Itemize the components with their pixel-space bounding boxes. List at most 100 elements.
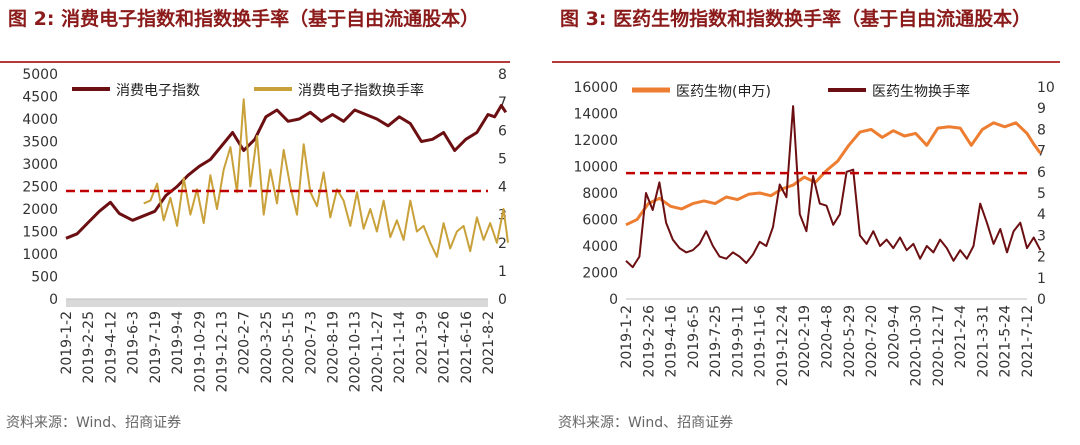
x-axis-band — [66, 299, 488, 307]
legend-label: 消费电子指数 — [116, 83, 200, 99]
y-right-tick-label: 4 — [498, 180, 507, 196]
title-rule — [552, 61, 1060, 63]
y-right-tick-label: 4 — [1037, 207, 1046, 223]
x-tick-label: 2020-5-15 — [281, 311, 297, 383]
y-right-tick-label: 0 — [498, 292, 507, 308]
x-tick-label: 2020-10-30 — [909, 305, 925, 386]
y-left-tick-label: 3500 — [22, 135, 58, 151]
x-tick-label: 2019-9-4 — [170, 311, 186, 375]
figure-title-text: 医药生物指数和指数换手率（基于自由流通股本） — [613, 8, 1032, 30]
y-right-tick-label: 9 — [1037, 101, 1046, 117]
y-right-tick-label: 7 — [498, 95, 507, 111]
figure-title-text: 消费电子指数和指数换手率（基于自由流通股本） — [61, 8, 480, 30]
dual-axis-line-chart: 5000450040003500300025002000150010005000… — [22, 67, 509, 392]
x-tick-label: 2019-12-13 — [214, 311, 230, 392]
y-left-tick-label: 2000 — [582, 266, 618, 282]
y-right-tick-label: 6 — [1037, 165, 1046, 181]
y-left-tick-label: 16000 — [573, 80, 618, 96]
x-tick-label: 2020-4-8 — [820, 305, 836, 369]
y-right-tick-label: 5 — [1037, 186, 1046, 202]
source-note: 资料来源：Wind、招商证券 — [558, 415, 734, 431]
y-right-tick-label: 10 — [1037, 80, 1055, 96]
series-line-2 — [143, 98, 509, 258]
y-left-tick-label: 1500 — [22, 225, 58, 241]
y-left-tick-label: 1000 — [22, 247, 58, 263]
legend-label: 医药生物(申万) — [676, 84, 771, 100]
x-tick-label: 2019-10-29 — [192, 311, 208, 392]
y-right-tick-label: 2 — [498, 236, 507, 252]
source-note: 资料来源：Wind、招商证券 — [6, 415, 182, 431]
x-tick-label: 2019-7-19 — [148, 311, 164, 383]
x-tick-label: 2020-3-25 — [259, 311, 275, 383]
x-tick-label: 2021-5-24 — [998, 305, 1014, 378]
x-tick-label: 2019-1-2 — [59, 311, 75, 375]
y-right-tick-label: 3 — [1037, 228, 1046, 244]
x-tick-label: 2019-6-5 — [686, 305, 702, 369]
y-left-tick-label: 5000 — [22, 67, 58, 83]
y-left-tick-label: 2500 — [22, 180, 58, 196]
x-tick-label: 2021-4-26 — [437, 311, 453, 384]
y-right-tick-label: 1 — [1037, 271, 1046, 287]
x-tick-label: 2021-7-12 — [1020, 305, 1036, 377]
x-tick-label: 2019-7-25 — [708, 305, 724, 377]
series-line-1 — [65, 104, 508, 240]
chart-panel-consumer-electronics: 图 2: 消费电子指数和指数换手率（基于自由流通股本） 5000 4500 4000… — [0, 0, 530, 445]
figure-label: 图 3: — [560, 8, 607, 30]
title-rule — [0, 61, 510, 63]
y-left-tick-label: 12000 — [573, 133, 618, 149]
figure-label: 图 2: — [8, 8, 55, 30]
x-tick-label: 2020-10-13 — [348, 311, 364, 392]
x-tick-label: 2020-9-4 — [886, 305, 902, 369]
x-tick-label: 2019-1-2 — [619, 305, 635, 369]
y-right-tick-label: 6 — [498, 123, 507, 139]
y-left-tick-label: 8000 — [582, 186, 618, 202]
x-tick-label: 2020-2-7 — [237, 311, 253, 375]
x-tick-label: 2019-11-6 — [753, 305, 769, 378]
chart-panel-pharma-biotech: 图 3: 医药生物指数和指数换手率（基于自由流通股本） 16000 14000 12… — [552, 0, 1080, 445]
x-tick-label: 2019-12-24 — [775, 305, 791, 386]
y-left-tick-label: 4000 — [22, 112, 58, 128]
y-left-tick-label: 0 — [49, 292, 58, 308]
legend-label: 医药生物换手率 — [872, 83, 970, 100]
x-tick-label: 2020-11-27 — [370, 311, 386, 392]
series-line-2 — [625, 105, 1042, 269]
x-tick-label: 2020-2-19 — [797, 305, 813, 377]
x-tick-label: 2020-12-17 — [931, 305, 947, 386]
y-left-tick-label: 500 — [31, 270, 58, 286]
legend-label: 消费电子指数换手率 — [298, 82, 424, 99]
y-right-tick-label: 8 — [498, 67, 507, 83]
x-tick-label: 2021-2-4 — [953, 305, 969, 369]
y-left-tick-label: 4000 — [582, 239, 618, 255]
y-right-tick-label: 1 — [498, 264, 507, 280]
y-right-tick-label: 8 — [1037, 122, 1046, 138]
x-tick-label: 2019-2-25 — [81, 311, 97, 383]
y-right-tick-label: 5 — [498, 151, 507, 167]
dual-axis-line-chart: 16000 14000 12000 10000 8000 6000 4000 2000 0 10 9… — [573, 80, 1055, 386]
x-tick-label: 2021-1-14 — [392, 311, 408, 384]
y-right-tick-label: 2 — [1037, 250, 1046, 266]
series-line-1 — [625, 121, 1042, 227]
y-left-tick-label: 14000 — [573, 107, 618, 123]
x-tick-label: 2020-7-3 — [303, 311, 319, 375]
y-left-tick-label: 0 — [609, 292, 618, 308]
x-tick-label: 2019-9-11 — [730, 305, 746, 377]
y-right-tick-label: 7 — [1037, 144, 1046, 160]
x-tick-label: 2020-7-20 — [864, 305, 880, 377]
x-tick-label: 2021-3-31 — [975, 305, 991, 377]
x-tick-label: 2019-4-12 — [103, 311, 119, 383]
y-left-tick-label: 4500 — [22, 90, 58, 106]
x-tick-label: 2021-3-9 — [414, 311, 430, 375]
figure-title: 图 2: 消费电子指数和指数换手率（基于自由流通股本） — [8, 6, 518, 33]
y-left-tick-label: 6000 — [582, 213, 618, 229]
x-tick-label: 2020-8-19 — [326, 311, 342, 383]
x-tick-label: 2021-6-16 — [459, 311, 475, 384]
y-left-tick-label: 3000 — [22, 157, 58, 173]
figure-title: 图 3: 医药生物指数和指数换手率（基于自由流通股本） — [560, 6, 1070, 33]
x-tick-label: 2020-5-29 — [842, 305, 858, 377]
x-tick-label: 2019-4-16 — [664, 305, 680, 378]
y-left-tick-label: 2000 — [22, 202, 58, 218]
y-left-tick-label: 10000 — [573, 160, 618, 176]
x-tick-label: 2019-2-26 — [641, 305, 657, 378]
x-tick-label: 2021-8-2 — [481, 311, 497, 375]
x-tick-label: 2019-6-3 — [126, 311, 142, 375]
